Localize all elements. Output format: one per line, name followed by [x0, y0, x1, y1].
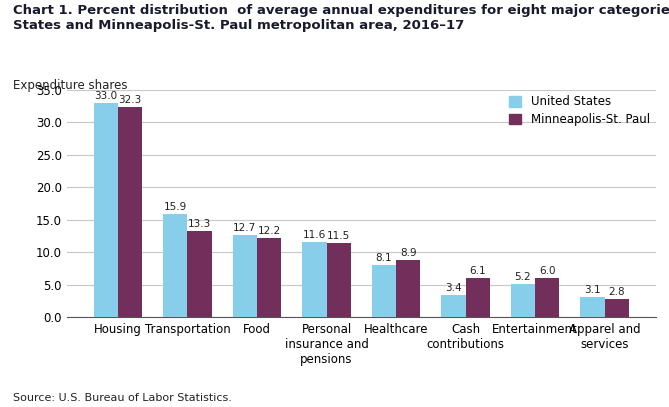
Text: 3.1: 3.1	[584, 285, 601, 295]
Bar	[535, 278, 559, 317]
Bar	[605, 299, 629, 317]
Text: Expenditure shares: Expenditure shares	[13, 79, 128, 92]
Legend: United States, Minneapolis-St. Paul: United States, Minneapolis-St. Paul	[509, 96, 650, 126]
Text: 12.7: 12.7	[233, 223, 256, 233]
Bar	[396, 260, 420, 317]
Bar	[510, 284, 535, 317]
Text: 11.5: 11.5	[327, 231, 351, 241]
Bar	[372, 265, 396, 317]
Bar	[163, 214, 187, 317]
Text: Source: U.S. Bureau of Labor Statistics.: Source: U.S. Bureau of Labor Statistics.	[13, 393, 232, 403]
Text: 2.8: 2.8	[608, 287, 625, 297]
Bar	[441, 295, 466, 317]
Text: 6.1: 6.1	[470, 266, 486, 276]
Bar	[257, 238, 282, 317]
Text: 8.9: 8.9	[400, 247, 417, 258]
Text: 12.2: 12.2	[258, 226, 281, 236]
Bar	[580, 297, 605, 317]
Text: 15.9: 15.9	[164, 202, 187, 212]
Bar	[187, 231, 212, 317]
Text: 32.3: 32.3	[118, 95, 142, 105]
Bar	[302, 242, 326, 317]
Text: Chart 1. Percent distribution  of average annual expenditures for eight major ca: Chart 1. Percent distribution of average…	[13, 4, 669, 32]
Bar	[466, 278, 490, 317]
Text: 13.3: 13.3	[188, 219, 211, 229]
Text: 11.6: 11.6	[302, 230, 326, 240]
Text: 3.4: 3.4	[445, 283, 462, 293]
Text: 33.0: 33.0	[94, 91, 117, 101]
Text: 8.1: 8.1	[375, 253, 392, 263]
Bar	[326, 243, 351, 317]
Text: 6.0: 6.0	[539, 267, 555, 276]
Text: 5.2: 5.2	[514, 271, 531, 282]
Bar	[233, 235, 257, 317]
Bar	[118, 107, 142, 317]
Bar	[94, 103, 118, 317]
